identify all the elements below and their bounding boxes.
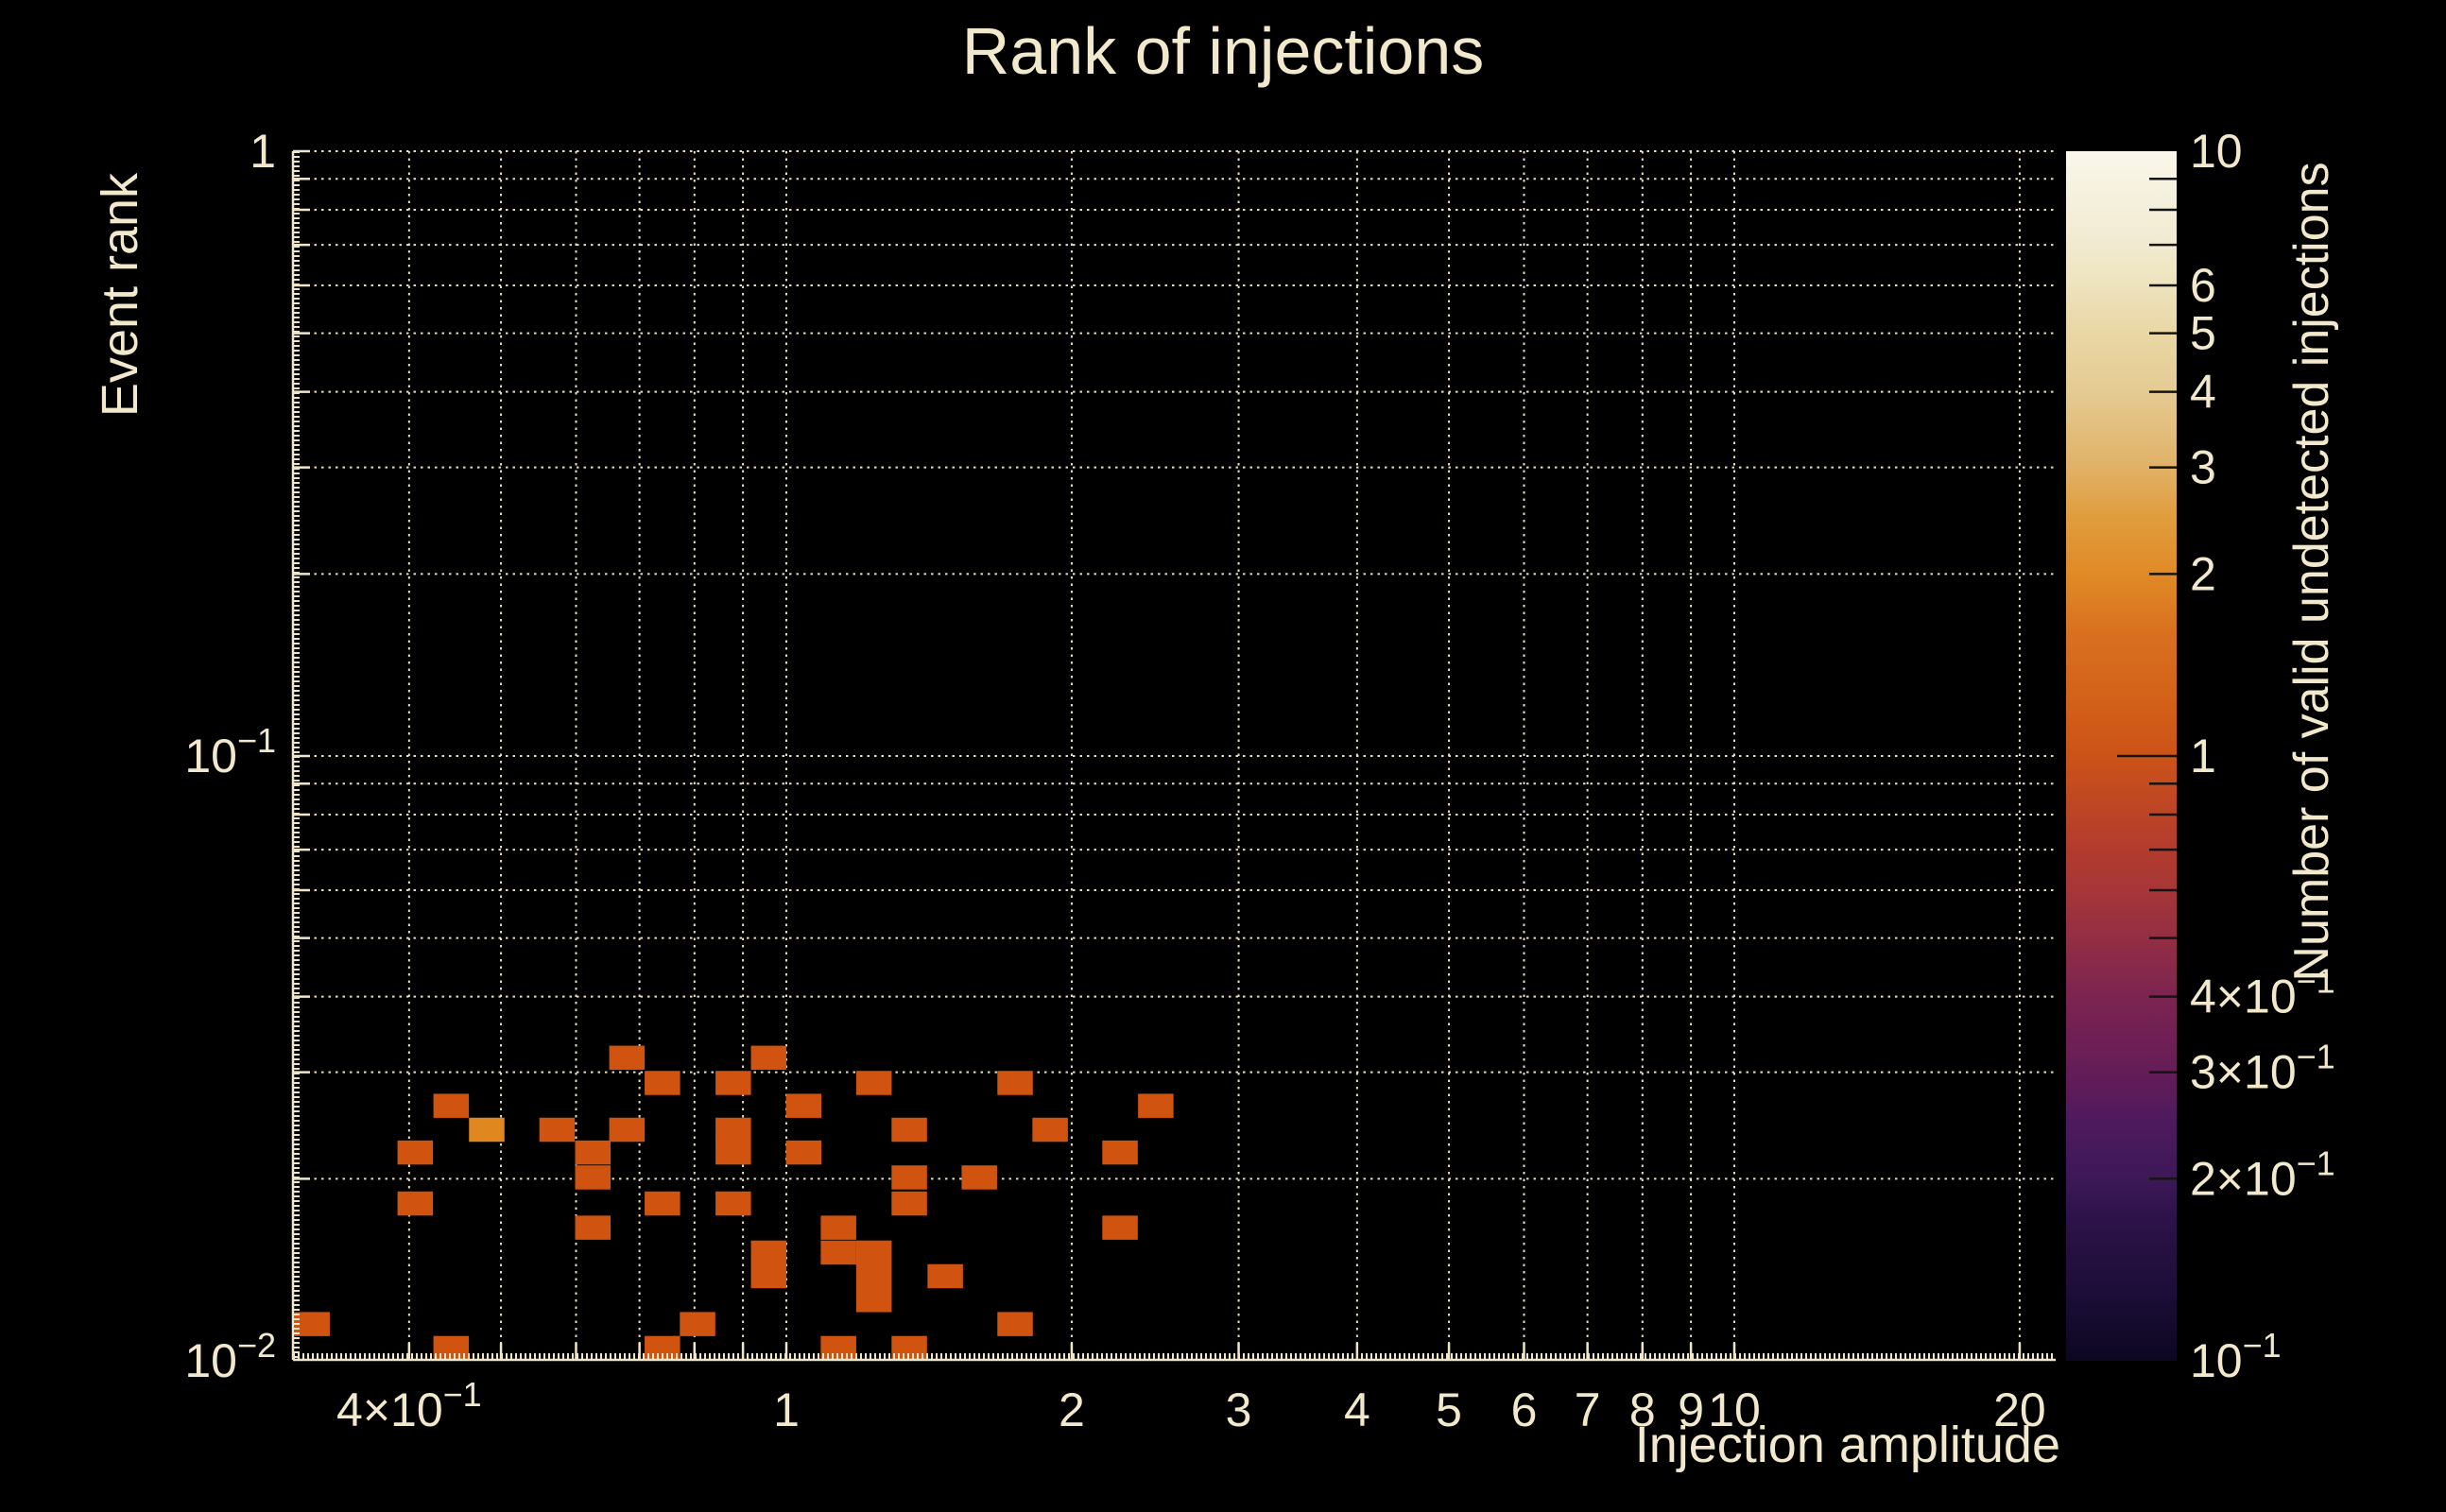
heatmap-cell [891, 1191, 927, 1216]
colorbar-tick-label: 3×10−1 [2190, 1037, 2335, 1099]
heatmap-cell [1032, 1117, 1068, 1143]
heatmap-cell [575, 1165, 612, 1190]
heatmap-cell [820, 1215, 856, 1240]
heatmap-cell [539, 1117, 576, 1143]
heatmap-cell [294, 1312, 330, 1336]
colorbar-tick-label: 10 [2190, 125, 2243, 178]
colorbar-tick-label: 3 [2190, 441, 2216, 494]
x-tick-label: 6 [1511, 1383, 1538, 1436]
x-tick-label: 4×10−1 [336, 1375, 482, 1437]
heatmap-cell [820, 1240, 856, 1265]
heatmap-cell [750, 1045, 787, 1071]
heatmap-cells [294, 1045, 1174, 1361]
colorbar-tick-label: 5 [2190, 307, 2216, 360]
heatmap-cell [961, 1165, 997, 1190]
heatmap-cell [645, 1071, 680, 1095]
x-tick-label: 8 [1629, 1383, 1656, 1436]
heatmap-cell [609, 1117, 646, 1143]
heatmap-cell [715, 1191, 751, 1216]
chart-title: Rank of injections [961, 14, 1485, 88]
x-axis-label: Injection amplitude [1634, 1417, 2060, 1473]
x-tick-label: 20 [1993, 1383, 2046, 1436]
heatmap-cell [855, 1071, 892, 1095]
heatmap-cell [1102, 1140, 1138, 1165]
heatmap-cell [855, 1240, 892, 1265]
heatmap-cell [997, 1071, 1033, 1095]
x-tick-label: 7 [1575, 1383, 1601, 1436]
colorbar-tick-label: 2 [2190, 547, 2216, 600]
heatmap-cell [397, 1191, 434, 1216]
gridlines [293, 150, 2056, 1360]
heatmap-cell [715, 1071, 751, 1095]
colorbar-label: Number of valid undetected injections [2284, 162, 2339, 982]
x-tick-label: 2 [1059, 1383, 1085, 1436]
y-tick-label: 10−2 [184, 1326, 276, 1388]
heatmap-cell [433, 1093, 470, 1118]
colorbar-tick-label: 6 [2190, 259, 2216, 312]
heatmap-cell [750, 1240, 787, 1265]
heatmap-cell [715, 1140, 751, 1165]
heatmap-cell [997, 1312, 1033, 1336]
x-tick-label: 5 [1436, 1383, 1462, 1436]
x-tick-label: 3 [1226, 1383, 1252, 1436]
heatmap-cell [891, 1335, 927, 1361]
heatmap-cell [820, 1335, 856, 1361]
heatmap-cell [469, 1117, 505, 1143]
heatmap-cell [680, 1312, 715, 1336]
heatmap-cell [855, 1263, 892, 1289]
heatmap-cell [645, 1191, 680, 1216]
heatmap-cell [609, 1045, 646, 1071]
heatmap-cell [433, 1335, 470, 1361]
x-tick-label: 4 [1344, 1383, 1370, 1436]
x-tick-label: 10 [1708, 1383, 1761, 1436]
heatmap-cell [715, 1117, 751, 1143]
heatmap-cell [927, 1263, 963, 1289]
heatmap-cell [1138, 1093, 1174, 1118]
tick-labels: 4×10−1 1 2 3 4 5 6 7 8 9 10 20 1 10−1 10−2 [184, 125, 2045, 1436]
heatmap-cell [785, 1093, 822, 1118]
heatmap-cell [575, 1140, 612, 1165]
heatmap-cell [785, 1140, 822, 1165]
heatmap-cell [891, 1165, 927, 1190]
heatmap-cell [397, 1140, 434, 1165]
x-tick-label: 1 [773, 1383, 800, 1436]
y-axis-label: Event rank [92, 172, 148, 418]
colorbar-tick-label: 4 [2190, 366, 2216, 419]
y-tick-label: 1 [250, 125, 276, 178]
heatmap-cell [575, 1215, 612, 1240]
colorbar-tick-label: 10−1 [2190, 1326, 2282, 1388]
axes [291, 149, 2056, 1362]
x-tick-label: 9 [1678, 1383, 1704, 1436]
heatmap-cell [1102, 1215, 1138, 1240]
heatmap-cell [750, 1263, 787, 1289]
colorbar-tick-label: 2×10−1 [2190, 1143, 2335, 1206]
heatmap-cell [855, 1288, 892, 1313]
colorbar-tick-label: 1 [2190, 730, 2216, 782]
y-tick-label: 10−1 [184, 721, 276, 783]
heatmap-cell [891, 1117, 927, 1143]
